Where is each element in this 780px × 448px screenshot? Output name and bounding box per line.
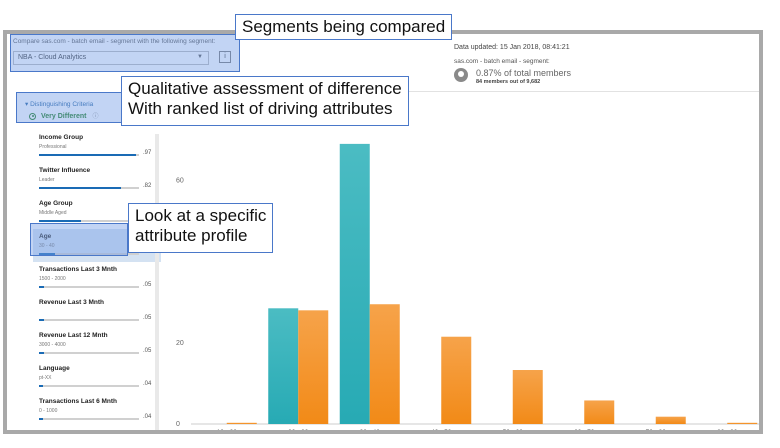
verdict-label: Very Different (41, 113, 87, 120)
criteria-score-bar (39, 385, 139, 387)
bar (441, 336, 472, 424)
triangle-down-icon: ▾ (25, 101, 31, 108)
info-icon[interactable]: i (219, 51, 231, 63)
criteria-header-label: Distinguishing Criteria (30, 101, 94, 108)
callout-specific-line2: attribute profile (135, 226, 248, 245)
criteria-item-name: Twitter Influence (39, 167, 91, 174)
criteria-item-value-label: 3000 - 4000 (39, 342, 66, 348)
x-tick-label: 10 - 20 (217, 429, 238, 434)
criteria-item-name: Age Group (39, 200, 73, 207)
criteria-score: .04 (143, 414, 152, 420)
criteria-score-fill (39, 253, 55, 255)
compare-label: Compare sas.com - batch email - segment … (13, 38, 216, 45)
segment-dropdown-value: NBA - Cloud Analytics (18, 54, 87, 61)
criteria-score-fill (39, 154, 136, 156)
criteria-header[interactable]: ▾ Distinguishing Criteria (25, 100, 93, 108)
y-tick-label: 60 (176, 177, 184, 184)
criteria-item-name: Revenue Last 3 Mnth (39, 299, 105, 306)
criteria-score-fill (39, 220, 81, 222)
criteria-item-name: Language (39, 365, 70, 372)
bar (298, 310, 329, 424)
y-tick-label: 20 (176, 340, 184, 347)
criteria-item-name: Transactions Last 3 Mnth (39, 266, 118, 273)
x-tick-label: 70 - 80 (646, 429, 667, 434)
criteria-item-value-label: 1500 - 2000 (39, 276, 66, 282)
people-icon (454, 68, 468, 82)
criteria-item-name: Income Group (39, 134, 84, 141)
callout-qualitative-line2: With ranked list of driving attributes (128, 99, 393, 118)
criteria-item-name: Transactions Last 12 Mnth (39, 431, 121, 434)
criteria-score: .05 (143, 348, 152, 354)
criteria-item-value-label: Leader (39, 177, 55, 183)
callout-qualitative: Qualitative assessment of difference Wit… (121, 76, 409, 126)
criteria-score-bar (39, 220, 139, 222)
criteria-score-bar (39, 352, 139, 354)
criteria-score: .97 (143, 150, 152, 156)
bar (226, 422, 257, 424)
bar (268, 308, 299, 424)
segment-dropdown[interactable]: NBA - Cloud Analytics ▼ (13, 51, 209, 65)
criteria-score-bar (39, 253, 139, 255)
criteria-score-fill (39, 187, 121, 189)
criteria-item-value-label: Professional (39, 144, 67, 150)
criteria-score-bar (39, 418, 139, 420)
callout-specific-line1: Look at a specific (135, 206, 267, 225)
data-updated: Data updated: 15 Jan 2018, 08:41:21 (454, 44, 570, 51)
criteria-item-value-label: Middle Aged (39, 210, 67, 216)
divider (157, 91, 759, 92)
criteria-score-fill (39, 418, 43, 420)
sidebar-scrollbar[interactable] (155, 134, 159, 430)
criteria-score-bar (39, 286, 139, 288)
bar (655, 416, 686, 424)
criteria-item-value-label: 30 - 40 (39, 243, 55, 249)
criteria-score: .05 (143, 282, 152, 288)
target-icon (29, 112, 36, 120)
age-highlight-box (30, 223, 128, 256)
criteria-item-value-label: 0 - 1000 (39, 408, 58, 414)
criteria-item-name: Transactions Last 6 Mnth (39, 398, 118, 405)
x-tick-label: 60 - 70 (574, 429, 595, 434)
criteria-score-fill (39, 385, 43, 387)
criteria-score: .05 (143, 315, 152, 321)
x-tick-label: 20 - 30 (288, 429, 309, 434)
x-tick-label: 80 - 90 (717, 429, 738, 434)
segment-member-count: 84 members out of 9,682 (476, 79, 541, 85)
criteria-score: .82 (143, 183, 152, 189)
bar (584, 400, 615, 424)
segment-description: sas.com - batch email - segment: (454, 58, 550, 65)
criteria-score-fill (39, 286, 44, 288)
chevron-down-icon: ▼ (197, 54, 203, 60)
criteria-item-value-label: pt-XX (39, 375, 52, 381)
bar (339, 143, 370, 424)
bar (512, 370, 543, 424)
callout-qualitative-line1: Qualitative assessment of difference (128, 79, 402, 98)
criteria-highlight-box (16, 92, 127, 123)
y-tick-label: 0 (176, 421, 180, 428)
bar (727, 422, 758, 424)
criteria-score: .04 (143, 381, 152, 387)
bar (369, 304, 400, 424)
criteria-item-name: Revenue Last 12 Mnth (39, 332, 108, 339)
age-bar-chart: 0 20 60 10 - 20 20 - 30 30 - 40 40 - 50 50 - 60… (176, 143, 759, 434)
criteria-item-name: Age (39, 233, 52, 240)
criteria-score-fill (39, 352, 44, 354)
segment-percentage: 0.87% of total members (476, 68, 572, 78)
callout-specific: Look at a specific attribute profile (128, 203, 274, 253)
criteria-score-bar (39, 154, 139, 156)
callout-segments-text: Segments being compared (242, 17, 446, 36)
compare-highlight-box (10, 34, 240, 72)
compare-panel: Compare sas.com - batch email - segment … (11, 38, 239, 72)
info-circle-icon[interactable]: ⓘ (92, 114, 99, 120)
difference-verdict: Very Different ⓘ (29, 111, 99, 120)
x-tick-label: 50 - 60 (503, 429, 524, 434)
x-tick-label: 40 - 50 (431, 429, 452, 434)
criteria-list: Income Group Professional .97 Twitter Influ… (33, 130, 161, 434)
x-tick-label: 30 - 40 (360, 429, 381, 434)
criteria-score-bar (39, 187, 139, 189)
criteria-score-fill (39, 319, 44, 321)
callout-segments: Segments being compared (235, 14, 453, 40)
criteria-score-bar (39, 319, 139, 321)
